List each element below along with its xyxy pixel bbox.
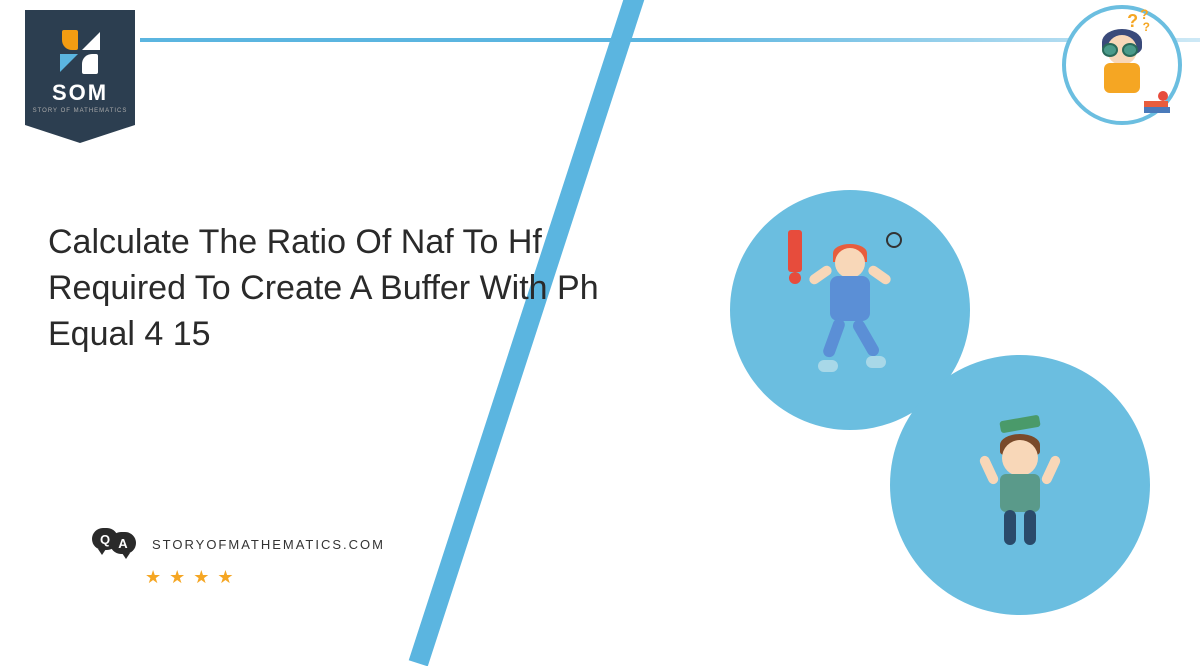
girl-character-icon: ??? (1082, 15, 1162, 115)
top-accent-line (140, 38, 1200, 42)
star-icon: ★ (193, 567, 209, 588)
top-right-circle: ??? (1062, 5, 1182, 125)
qa-badge: Q A STORYOFMATHEMATICS.COM (92, 528, 385, 560)
site-url: STORYOFMATHEMATICS.COM (152, 537, 385, 552)
running-kid-character-icon (800, 240, 900, 380)
lower-circle (890, 355, 1150, 615)
logo-subtitle: STORY OF MATHEMATICS (33, 108, 128, 114)
a-bubble: A (110, 532, 136, 554)
star-icon: ★ (145, 567, 161, 588)
star-icon: ★ (169, 567, 185, 588)
logo-text: SOM (52, 80, 108, 106)
logo-icon (58, 30, 102, 74)
qa-icon: Q A (92, 528, 136, 560)
logo-badge: SOM STORY OF MATHEMATICS (25, 10, 135, 125)
star-rating: ★ ★ ★ ★ (145, 567, 234, 588)
star-icon: ★ (217, 567, 233, 588)
cheering-kid-character-icon (970, 410, 1070, 560)
page-title: Calculate The Ratio Of Naf To Hf Require… (48, 220, 628, 358)
